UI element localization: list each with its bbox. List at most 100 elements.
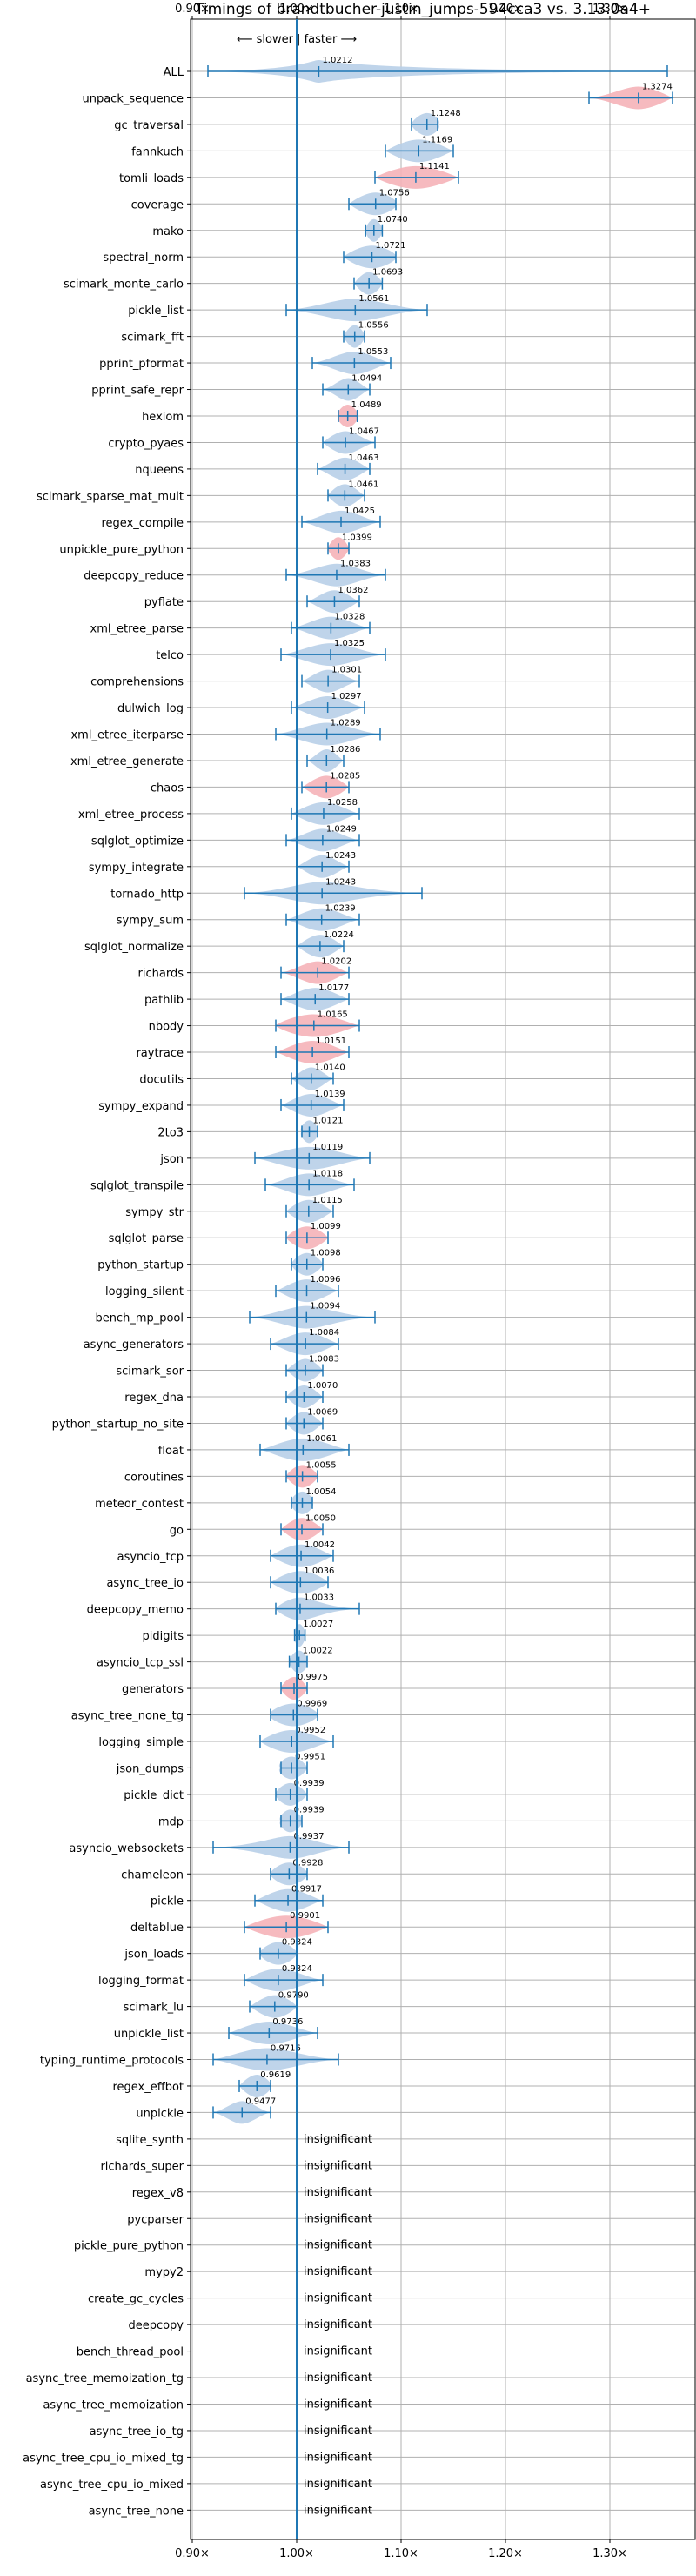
x-tick-label-bottom: 1.20× xyxy=(488,2547,523,2560)
benchmark-label: xml_etree_process xyxy=(78,808,184,822)
benchmark-label: mako xyxy=(152,225,184,238)
label-layer: 1.0212 1.3274 1.1248 1.1169 1.1141 1.0756 1.07… xyxy=(245,56,673,2517)
benchmark-label: mdp xyxy=(158,1815,184,1828)
value-label: 1.0425 xyxy=(345,506,375,516)
value-label: 1.0399 xyxy=(342,533,372,542)
benchmark-label: sqlglot_normalize xyxy=(84,941,184,954)
benchmark-label: 2to3 xyxy=(157,1126,184,1139)
benchmark-label: coroutines xyxy=(124,1471,184,1484)
x-tick-label-bottom: 0.90× xyxy=(175,2547,210,2560)
benchmark-label: async_tree_cpu_io_mixed xyxy=(40,2479,184,2492)
value-label: 1.0055 xyxy=(306,1460,337,1470)
value-label: 0.9477 xyxy=(245,2096,276,2106)
x-tick-label-bottom: 1.00× xyxy=(279,2547,314,2560)
benchmark-label: sympy_expand xyxy=(98,1100,184,1113)
benchmark-label: richards_super xyxy=(100,2160,184,2173)
value-label: 1.0740 xyxy=(378,215,408,225)
insignificant-label: insignificant xyxy=(304,2478,372,2491)
value-label: 0.9619 xyxy=(260,2070,291,2080)
benchmark-label: chameleon xyxy=(121,1868,184,1882)
benchmark-label: fannkuch xyxy=(131,145,184,158)
insignificant-label: insignificant xyxy=(304,2186,372,2199)
value-label: 0.9969 xyxy=(297,1700,327,1709)
value-label: 1.0151 xyxy=(316,1036,346,1046)
insignificant-label: insignificant xyxy=(304,2318,372,2331)
benchmark-label: gc_traversal xyxy=(114,119,184,132)
benchmark-label: xml_etree_parse xyxy=(90,623,184,636)
value-label: 0.9790 xyxy=(278,1991,309,2001)
benchmark-label: pickle xyxy=(151,1895,184,1909)
x-tick-label-bottom: 1.30× xyxy=(592,2547,627,2560)
value-label: 1.0027 xyxy=(303,1620,333,1629)
benchmark-label: unpack_sequence xyxy=(82,92,184,105)
insignificant-label: insignificant xyxy=(304,2504,372,2517)
benchmark-label: json xyxy=(159,1153,184,1166)
value-label: 1.1169 xyxy=(422,135,452,144)
value-label: 1.0362 xyxy=(338,586,368,595)
value-label: 0.9939 xyxy=(294,1805,325,1815)
benchmark-label: docutils xyxy=(139,1073,184,1086)
value-label: 0.9901 xyxy=(290,1911,320,1921)
value-label: 1.0115 xyxy=(312,1196,343,1205)
x-tick-label-top: 1.10× xyxy=(384,3,418,16)
benchmark-label: scimark_fft xyxy=(121,332,184,345)
insignificant-label: insignificant xyxy=(304,2159,372,2172)
benchmark-label: asyncio_tcp xyxy=(117,1551,184,1564)
value-label: 1.0461 xyxy=(348,480,378,489)
benchmark-label: pathlib xyxy=(144,994,184,1007)
value-label: 1.0297 xyxy=(331,692,362,701)
benchmark-label: deepcopy_reduce xyxy=(84,570,184,583)
benchmark-label: sympy_integrate xyxy=(89,862,184,875)
value-label: 1.0099 xyxy=(311,1222,341,1231)
plot-frame xyxy=(190,18,696,2540)
benchmark-label: bench_mp_pool xyxy=(95,1312,184,1325)
chart-title: Timings of brandtbucher-justin_jumps-594… xyxy=(194,1,651,18)
value-label: 1.0467 xyxy=(349,426,379,436)
benchmark-label: meteor_contest xyxy=(95,1498,184,1511)
benchmark-label: chaos xyxy=(151,782,184,795)
value-label: 1.0069 xyxy=(307,1407,338,1417)
benchmark-label: hexiom xyxy=(142,411,184,424)
benchmark-label: sympy_sum xyxy=(117,915,184,928)
benchmark-label: richards xyxy=(138,968,184,981)
benchmark-label: ALL xyxy=(164,66,184,79)
benchmark-label: async_generators xyxy=(84,1338,184,1352)
value-label: 1.0328 xyxy=(334,613,365,622)
benchmark-label: async_tree_memoization_tg xyxy=(26,2372,184,2385)
value-label: 1.0050 xyxy=(305,1513,336,1523)
benchmark-label: pycparser xyxy=(127,2213,184,2226)
benchmark-label: pprint_pformat xyxy=(99,358,184,371)
benchmark-label: xml_etree_generate xyxy=(70,755,184,768)
benchmark-label: xml_etree_iterparse xyxy=(70,729,184,742)
benchmark-label: crypto_pyaes xyxy=(108,437,184,450)
benchmark-label: create_gc_cycles xyxy=(88,2293,184,2306)
value-label: 1.0096 xyxy=(311,1275,341,1285)
benchmark-label: unpickle xyxy=(136,2107,184,2120)
value-label: 1.0325 xyxy=(334,639,365,648)
value-label: 1.0061 xyxy=(306,1434,337,1444)
value-label: 1.0054 xyxy=(305,1487,336,1497)
value-label: 1.0083 xyxy=(309,1355,339,1365)
x-tick-label-top: 1.20× xyxy=(488,3,523,16)
value-label: 1.0177 xyxy=(318,983,349,993)
value-label: 1.0494 xyxy=(351,374,382,384)
value-label: 1.0022 xyxy=(303,1647,333,1656)
value-label: 1.0243 xyxy=(325,877,356,887)
benchmark-label: logging_silent xyxy=(105,1285,184,1298)
benchmark-label: bench_thread_pool xyxy=(77,2346,184,2359)
value-label: 1.0121 xyxy=(313,1116,344,1125)
value-label: 1.0118 xyxy=(312,1169,343,1178)
benchmark-label: regex_compile xyxy=(101,517,184,530)
benchmark-label: async_tree_none xyxy=(89,2505,184,2518)
value-label: 1.0301 xyxy=(331,666,362,675)
benchmark-label: logging_simple xyxy=(98,1736,184,1749)
insignificant-label: insignificant xyxy=(304,2425,372,2438)
value-label: 1.0098 xyxy=(311,1249,341,1258)
value-label: 1.0553 xyxy=(358,347,388,357)
value-label: 1.0239 xyxy=(325,904,356,914)
benchmark-label: asyncio_websockets xyxy=(69,1842,184,1855)
benchmark-label: deepcopy_memo xyxy=(87,1604,184,1617)
value-label: 0.9917 xyxy=(291,1885,322,1895)
value-label: 1.0212 xyxy=(322,56,352,65)
